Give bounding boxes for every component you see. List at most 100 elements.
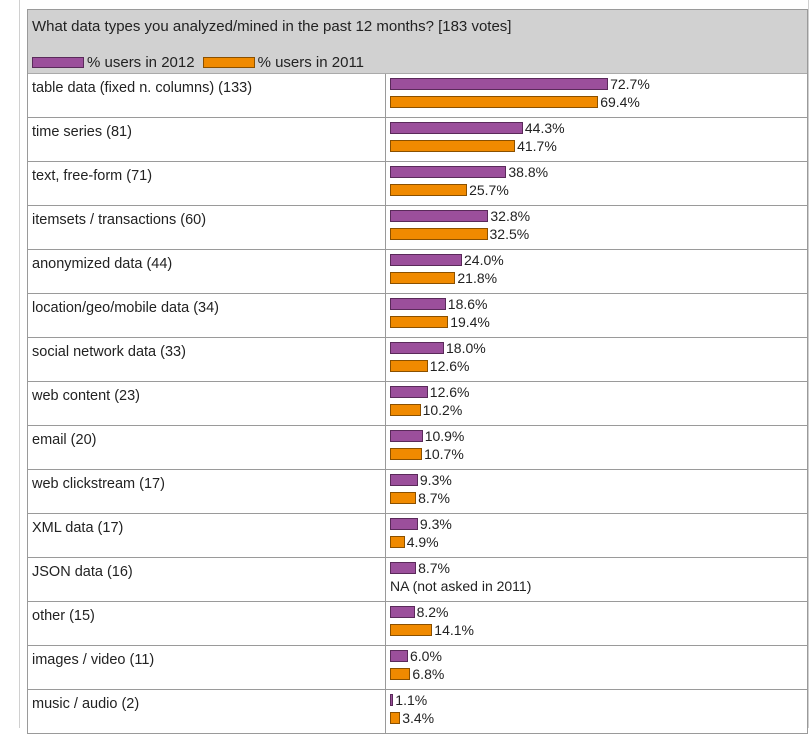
- bar-2011: [390, 184, 468, 196]
- bar-2011: [390, 272, 456, 284]
- data-label: 10.2%: [422, 402, 463, 418]
- bar-cell: 18.6% 19.4%: [386, 294, 807, 337]
- table-row: anonymized data (44) 24.0% 21.8%: [28, 250, 807, 294]
- data-label: 12.6%: [429, 384, 470, 400]
- category-label: web content (23): [28, 382, 386, 425]
- category-label: time series (81): [28, 118, 386, 161]
- bar-2012: [390, 562, 417, 574]
- bar-line-2011: 8.7%: [390, 489, 450, 507]
- bar-line-2011: 6.8%: [390, 665, 444, 683]
- bar-line-2012: 12.6%: [390, 383, 470, 401]
- data-label: 38.8%: [508, 164, 549, 180]
- bar-2012: [390, 430, 423, 442]
- bar-2011: [390, 316, 449, 328]
- bar-line-2012: 24.0%: [390, 251, 504, 269]
- bar-2011: [390, 404, 421, 416]
- data-label: 32.8%: [490, 208, 531, 224]
- data-label: 8.7%: [418, 490, 451, 506]
- bar-2012: [390, 342, 444, 354]
- bar-line-2011: 14.1%: [390, 621, 474, 639]
- bar-2011: [390, 536, 405, 548]
- bar-2011: [390, 360, 428, 372]
- bar-line-2012: 18.0%: [390, 339, 486, 357]
- data-label: 4.9%: [406, 534, 439, 550]
- data-label: 9.3%: [419, 472, 452, 488]
- chart-rows: table data (fixed n. columns) (133) 72.7%…: [28, 74, 807, 734]
- bar-2012: [390, 298, 446, 310]
- table-row: images / video (11) 6.0% 6.8%: [28, 646, 807, 690]
- bar-line-2012: 6.0%: [390, 647, 442, 665]
- data-label: 10.9%: [424, 428, 465, 444]
- category-label: itemsets / transactions (60): [28, 206, 386, 249]
- bar-line-2012: 8.7%: [390, 559, 450, 577]
- bar-cell: 9.3% 4.9%: [386, 514, 807, 557]
- bar-line-2011: 12.6%: [390, 357, 470, 375]
- bar-cell: 24.0% 21.8%: [386, 250, 807, 293]
- bar-2011: [390, 228, 488, 240]
- data-label: 18.0%: [446, 340, 486, 356]
- bar-2012: [390, 650, 408, 662]
- bar-cell: 44.3% 41.7%: [386, 118, 807, 161]
- data-label: 32.5%: [489, 226, 530, 242]
- category-label: web clickstream (17): [28, 470, 386, 513]
- bar-line-2011: 10.7%: [390, 445, 464, 463]
- bar-cell: 10.9% 10.7%: [386, 426, 807, 469]
- bar-2012: [390, 166, 507, 178]
- bar-cell: 18.0% 12.6%: [386, 338, 807, 381]
- bar-2012: [390, 254, 462, 266]
- bar-line-2011: 25.7%: [390, 181, 509, 199]
- data-label: 8.2%: [416, 604, 449, 620]
- bar-line-2012: 8.2%: [390, 603, 449, 621]
- table-row: web clickstream (17) 9.3% 8.7%: [28, 470, 807, 514]
- data-label: 14.1%: [434, 622, 474, 638]
- category-label: anonymized data (44): [28, 250, 386, 293]
- bar-line-2011: 41.7%: [390, 137, 557, 155]
- bar-line-2012: 38.8%: [390, 163, 548, 181]
- bar-cell: 8.2% 14.1%: [386, 602, 807, 645]
- table-row: table data (fixed n. columns) (133) 72.7%…: [28, 74, 807, 118]
- bar-2012: [390, 386, 428, 398]
- data-label: 25.7%: [469, 182, 509, 198]
- table-row: email (20) 10.9% 10.7%: [28, 426, 807, 470]
- data-label: 69.4%: [600, 94, 640, 110]
- bar-line-2011: 10.2%: [390, 401, 462, 419]
- data-label: 8.7%: [418, 560, 451, 576]
- bar-2012: [390, 474, 418, 486]
- bar-cell: 9.3% 8.7%: [386, 470, 807, 513]
- chart-title: What data types you analyzed/mined in th…: [32, 18, 512, 35]
- bar-2011: [390, 624, 433, 636]
- data-label: 6.8%: [412, 666, 445, 682]
- chart-legend: % users in 2012 % users in 2011: [32, 54, 364, 71]
- data-label: 44.3%: [524, 120, 565, 136]
- page-frame: [19, 0, 809, 728]
- data-label: 41.7%: [517, 138, 557, 154]
- data-label: 3.4%: [402, 710, 435, 726]
- bar-line-2011: 4.9%: [390, 533, 439, 551]
- bar-2011: [390, 668, 411, 680]
- bar-line-2012: 44.3%: [390, 119, 565, 137]
- data-label: 10.7%: [424, 446, 464, 462]
- bar-cell: 12.6% 10.2%: [386, 382, 807, 425]
- bar-2012: [390, 518, 418, 530]
- table-row: social network data (33) 18.0% 12.6%: [28, 338, 807, 382]
- bar-line-2012: 10.9%: [390, 427, 464, 445]
- bar-cell: 72.7% 69.4%: [386, 74, 807, 117]
- category-label: music / audio (2): [28, 690, 386, 733]
- bar-2011: [390, 492, 417, 504]
- poll-results-chart: What data types you analyzed/mined in th…: [27, 9, 808, 734]
- bar-2012: [390, 78, 609, 90]
- bar-line-2011: 19.4%: [390, 313, 490, 331]
- bar-cell: 38.8% 25.7%: [386, 162, 807, 205]
- table-row: text, free-form (71) 38.8% 25.7%: [28, 162, 807, 206]
- table-row: other (15) 8.2% 14.1%: [28, 602, 807, 646]
- legend-swatch-2011: [202, 57, 255, 68]
- legend-swatch-2012: [32, 57, 84, 68]
- bar-2011: [390, 448, 423, 460]
- data-label: 19.4%: [450, 314, 490, 330]
- bar-2012: [390, 694, 394, 706]
- data-label: 12.6%: [429, 358, 470, 374]
- bar-2011: [390, 96, 599, 108]
- bar-2012: [390, 210, 489, 222]
- bar-cell: 32.8% 32.5%: [386, 206, 807, 249]
- bar-cell: 8.7% NA (not asked in 2011): [386, 558, 807, 601]
